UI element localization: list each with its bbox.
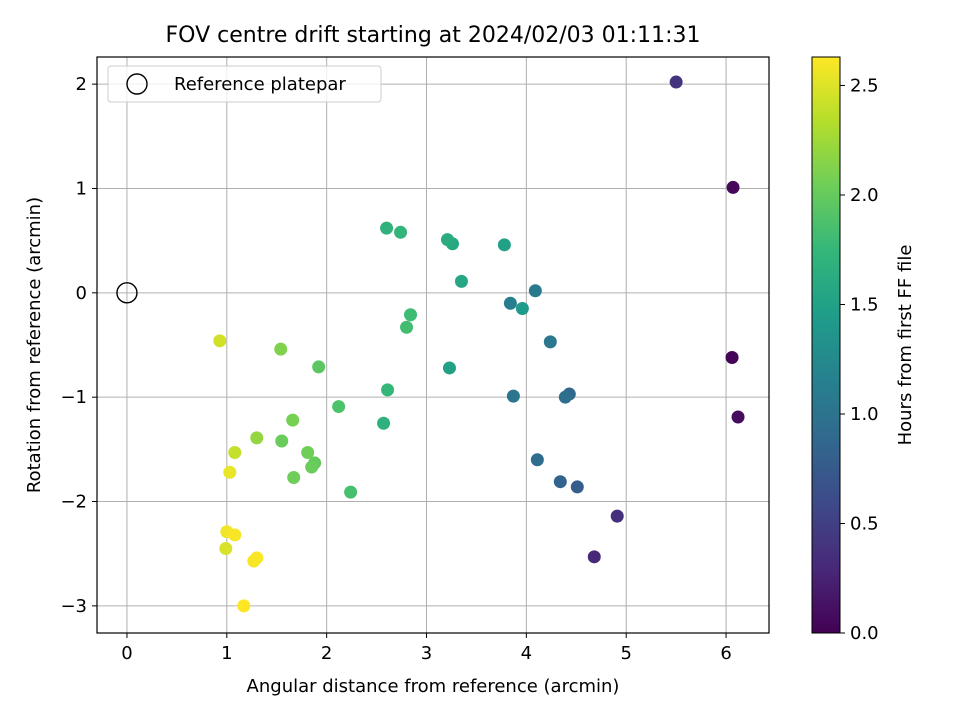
data-point	[312, 360, 326, 374]
data-point	[305, 460, 319, 474]
colorbar-ticks: 0.0 0.5 1.0 1.5 2.0 2.5	[840, 75, 879, 644]
x-tick-label: 6	[720, 643, 731, 664]
data-point	[442, 361, 456, 375]
x-tick-label: 2	[321, 643, 332, 664]
data-point	[213, 334, 227, 348]
data-point	[287, 471, 301, 485]
data-point	[669, 75, 683, 89]
x-axis-label: Angular distance from reference (arcmin)	[247, 676, 620, 697]
data-point	[219, 541, 233, 555]
chart-title: FOV centre drift starting at 2024/02/03 …	[166, 23, 701, 48]
colorbar-tick-label: 0.5	[850, 513, 879, 534]
x-tick-label: 5	[620, 643, 631, 664]
data-point	[543, 335, 557, 349]
data-point	[610, 509, 624, 523]
data-point	[440, 233, 454, 247]
colorbar: 0.0 0.5 1.0 1.5 2.0 2.5 Hours from first FF f…	[811, 56, 916, 644]
data-point	[274, 342, 288, 356]
data-point	[247, 554, 261, 568]
x-tick-label: 3	[421, 643, 432, 664]
plot-frame	[96, 56, 770, 634]
data-point	[381, 383, 395, 397]
y-tick-label: 2	[76, 74, 87, 95]
data-point	[404, 308, 418, 322]
data-point	[553, 475, 567, 489]
axis-ticks: 0 1 2 3 4 5 6 −3 −2 −1 0 1 2	[60, 74, 731, 664]
data-point	[570, 480, 584, 494]
data-point	[558, 390, 572, 404]
legend-box	[107, 65, 382, 103]
data-points	[116, 75, 745, 613]
data-point	[377, 416, 391, 430]
y-tick-label: 0	[76, 283, 87, 304]
colorbar-label: Hours from first FF file	[895, 245, 916, 446]
legend-marker-reference	[126, 73, 148, 95]
data-point	[228, 445, 242, 459]
grid-lines	[97, 57, 769, 633]
legend: Reference platepar	[107, 65, 382, 103]
reference-marker	[116, 282, 138, 304]
data-point	[223, 465, 237, 479]
data-point	[237, 599, 251, 613]
y-tick-label: −1	[60, 387, 87, 408]
data-point	[286, 413, 300, 427]
y-tick-label: −3	[60, 596, 87, 617]
data-point	[528, 284, 542, 298]
data-point	[228, 528, 242, 542]
colorbar-tick-label: 0.0	[850, 623, 879, 644]
data-point	[497, 238, 511, 252]
colorbar-gradient	[811, 56, 841, 634]
data-point	[725, 351, 739, 365]
data-point	[380, 221, 394, 235]
colorbar-tick-label: 2.5	[850, 75, 879, 96]
x-tick-label: 4	[521, 643, 532, 664]
colorbar-tick-label: 1.5	[850, 294, 879, 315]
data-point	[530, 453, 544, 467]
y-axis-label: Rotation from reference (arcmin)	[24, 197, 45, 493]
data-point	[275, 434, 289, 448]
data-point	[506, 389, 520, 403]
colorbar-tick-label: 2.0	[850, 185, 879, 206]
data-point	[394, 225, 408, 239]
data-point	[250, 431, 264, 445]
data-point	[726, 180, 740, 194]
data-point	[332, 400, 346, 414]
data-point	[344, 485, 358, 499]
y-tick-label: −2	[60, 492, 87, 513]
data-point	[301, 445, 315, 459]
data-point	[515, 301, 529, 315]
x-tick-label: 0	[121, 643, 132, 664]
legend-label-reference: Reference platepar	[174, 74, 346, 95]
data-point	[454, 274, 468, 288]
data-point	[587, 550, 601, 564]
data-point	[400, 320, 414, 334]
y-tick-label: 1	[76, 178, 87, 199]
colorbar-tick-label: 1.0	[850, 404, 879, 425]
data-point	[731, 410, 745, 424]
x-tick-label: 1	[221, 643, 232, 664]
data-point	[503, 296, 517, 310]
